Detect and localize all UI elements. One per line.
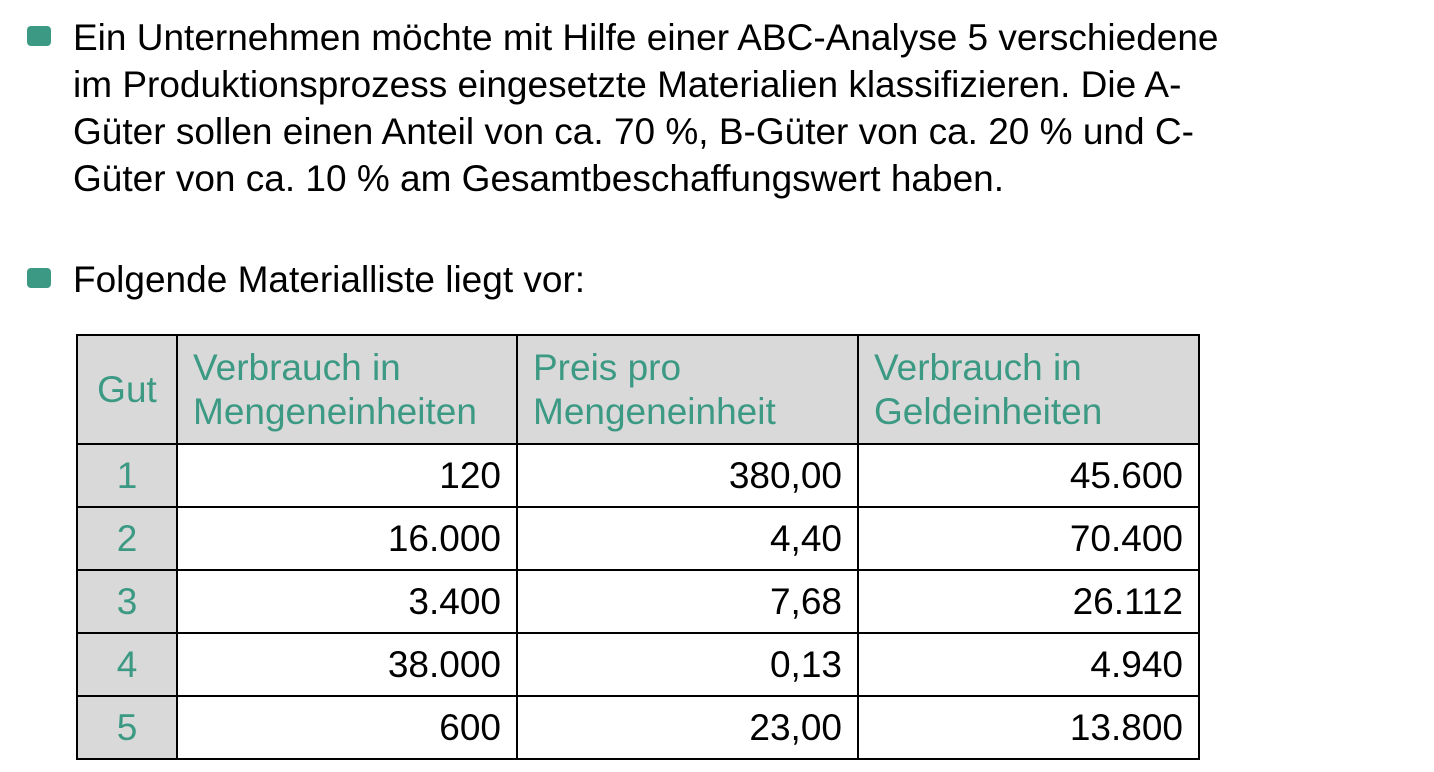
cell-verbrauch-geld: 45.600 [857,443,1200,508]
header-line: Mengeneinheit [533,390,776,432]
header-preis: Preis pro Mengeneinheit [516,334,859,445]
header-line: Verbrauch in [193,346,401,388]
text-line: im Produktionsprozess eingesetzte Materi… [73,64,1182,105]
cell-preis: 23,00 [516,695,859,760]
cell-preis: 380,00 [516,443,859,508]
cell-verbrauch-geld: 4.940 [857,632,1200,697]
text-line: Güter sollen einen Anteil von ca. 70 %, … [73,111,1194,152]
table-row: 2 16.000 4,40 70.400 [76,506,1200,571]
header-line: Geldeinheiten [874,390,1103,432]
bullet-text-1: Ein Unternehmen möchte mit Hilfe einer A… [73,14,1418,202]
header-verbrauch-geld: Verbrauch in Geldeinheiten [857,334,1200,445]
text-line: Folgende Materialliste liegt vor: [73,259,586,300]
header-line: Preis pro [533,346,682,388]
text-line: Ein Unternehmen möchte mit Hilfe einer A… [73,17,1219,58]
cell-gut: 2 [76,506,178,571]
material-list-table: Gut Verbrauch in Mengeneinheiten Preis p… [76,334,1200,760]
cell-preis: 7,68 [516,569,859,634]
cell-preis: 0,13 [516,632,859,697]
table-header-row: Gut Verbrauch in Mengeneinheiten Preis p… [76,334,1200,445]
header-line: Verbrauch in [874,346,1082,388]
cell-gut: 1 [76,443,178,508]
cell-verbrauch-menge: 120 [176,443,518,508]
header-line: Mengeneinheiten [193,390,477,432]
header-verbrauch-menge: Verbrauch in Mengeneinheiten [176,334,518,445]
cell-preis: 4,40 [516,506,859,571]
bullet-text-2: Folgende Materialliste liegt vor: [73,256,1418,303]
header-gut: Gut [76,334,178,445]
cell-gut: 4 [76,632,178,697]
cell-verbrauch-geld: 70.400 [857,506,1200,571]
cell-verbrauch-menge: 38.000 [176,632,518,697]
table-row: 3 3.400 7,68 26.112 [76,569,1200,634]
bullet-square-icon [27,268,51,288]
cell-verbrauch-menge: 3.400 [176,569,518,634]
bullet-square-icon [27,26,51,46]
header-line: Gut [97,368,157,410]
cell-gut: 3 [76,569,178,634]
table-row: 1 120 380,00 45.600 [76,443,1200,508]
cell-verbrauch-menge: 600 [176,695,518,760]
table-row: 4 38.000 0,13 4.940 [76,632,1200,697]
cell-verbrauch-geld: 13.800 [857,695,1200,760]
text-line: Güter von ca. 10 % am Gesamtbeschaffungs… [73,158,1004,199]
cell-verbrauch-menge: 16.000 [176,506,518,571]
cell-gut: 5 [76,695,178,760]
cell-verbrauch-geld: 26.112 [857,569,1200,634]
table-row: 5 600 23,00 13.800 [76,695,1200,760]
